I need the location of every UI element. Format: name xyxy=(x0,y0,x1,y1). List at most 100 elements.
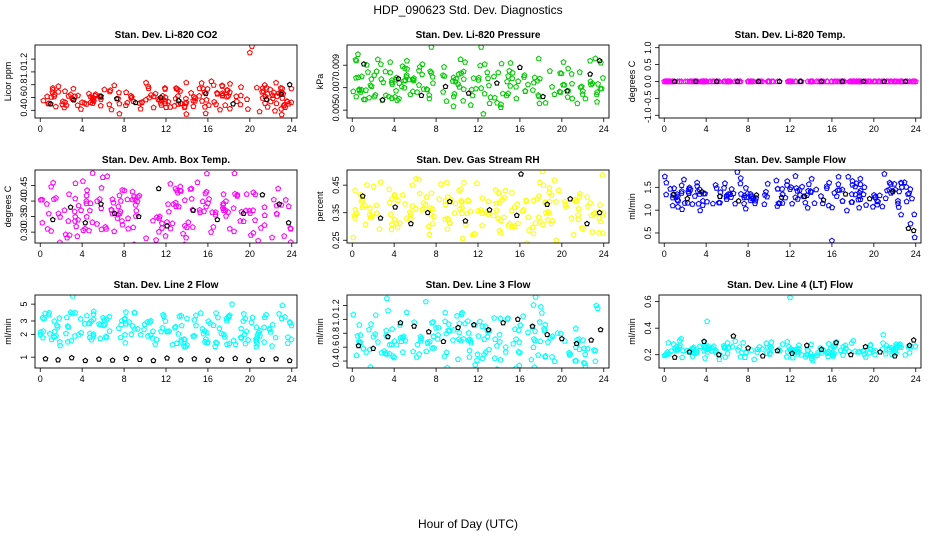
data-point-black xyxy=(177,356,184,363)
data-point-colored xyxy=(116,192,123,199)
data-point-black xyxy=(516,64,523,70)
data-point-colored xyxy=(253,324,260,330)
data-point-colored xyxy=(256,327,263,334)
data-point-colored xyxy=(353,74,360,81)
data-point-colored xyxy=(496,227,503,234)
data-point-colored xyxy=(444,193,451,200)
data-point-colored xyxy=(75,202,82,209)
x-tick-label: 0 xyxy=(350,249,355,259)
data-point-colored xyxy=(353,93,360,100)
data-point-colored xyxy=(513,365,520,368)
data-point-colored xyxy=(457,337,464,344)
data-point-colored xyxy=(223,86,230,93)
data-point-colored xyxy=(446,219,453,226)
panel-frame xyxy=(658,294,922,369)
data-point-colored xyxy=(513,83,520,90)
data-point-colored xyxy=(898,211,905,218)
x-tick-label: 12 xyxy=(785,124,795,134)
x-tick-label: 0 xyxy=(38,124,43,134)
data-point-colored xyxy=(393,87,400,94)
data-point-colored xyxy=(167,180,174,187)
data-point-colored xyxy=(354,332,361,339)
data-point-colored xyxy=(737,180,744,187)
data-point-colored xyxy=(669,78,676,85)
data-point-colored xyxy=(418,335,425,341)
data-point-colored xyxy=(754,346,761,352)
data-point-colored xyxy=(444,215,451,222)
data-point-black xyxy=(820,197,827,203)
data-point-colored xyxy=(253,343,260,350)
data-point-colored xyxy=(203,203,210,210)
data-point-colored xyxy=(584,345,591,352)
data-point-black xyxy=(67,204,74,210)
data-point-colored xyxy=(510,340,517,347)
data-point-colored xyxy=(101,316,108,323)
data-point-colored xyxy=(368,320,375,327)
data-point-colored xyxy=(460,75,467,82)
y-tick-label: 5 xyxy=(19,302,29,307)
data-point-black xyxy=(164,355,170,361)
data-point-colored xyxy=(388,76,396,83)
data-point-colored xyxy=(774,185,781,192)
data-point-colored xyxy=(39,334,46,341)
data-point-colored xyxy=(52,332,59,339)
data-point-colored xyxy=(485,82,492,89)
data-point-black xyxy=(82,357,89,364)
data-point-colored xyxy=(388,221,395,227)
data-point-colored xyxy=(391,191,398,198)
data-point-colored xyxy=(723,192,730,199)
data-point-colored xyxy=(269,234,276,241)
data-point-colored xyxy=(787,186,794,192)
data-point-colored xyxy=(792,172,799,179)
data-point-colored xyxy=(895,341,902,348)
panel-y-axis-label: degrees C xyxy=(627,60,637,102)
data-point-colored xyxy=(415,81,423,88)
data-point-colored xyxy=(108,206,115,213)
data-point-colored xyxy=(458,198,465,205)
data-point-colored xyxy=(223,212,230,219)
panel-y-axis-label: ml/min xyxy=(627,193,637,220)
data-point-colored xyxy=(515,78,522,84)
data-point-colored xyxy=(839,197,846,204)
data-point-black xyxy=(135,213,142,220)
x-tick-label: 12 xyxy=(785,249,795,259)
data-point-colored xyxy=(880,339,887,346)
data-point-colored xyxy=(491,314,498,321)
x-tick-label: 12 xyxy=(473,249,483,259)
data-point-colored xyxy=(467,337,474,344)
data-point-colored xyxy=(538,309,545,316)
data-point-colored xyxy=(834,187,841,193)
data-point-colored xyxy=(247,231,254,238)
data-point-colored xyxy=(271,107,279,114)
data-point-colored xyxy=(246,207,253,214)
x-tick-label: 16 xyxy=(515,374,525,384)
data-point-colored xyxy=(54,323,61,330)
data-point-colored xyxy=(74,233,81,239)
data-point-colored xyxy=(452,78,459,85)
data-point-colored xyxy=(831,189,838,196)
data-point-colored xyxy=(441,63,448,70)
data-point-colored xyxy=(678,187,685,194)
data-point-black xyxy=(263,96,270,102)
data-point-colored xyxy=(528,356,535,363)
data-point-colored xyxy=(98,184,105,191)
data-point-colored xyxy=(743,194,750,200)
data-point-colored xyxy=(403,71,410,78)
data-point-black xyxy=(55,356,61,363)
data-point-colored xyxy=(663,179,670,186)
data-point-colored xyxy=(445,320,452,327)
data-point-colored xyxy=(392,76,399,83)
data-point-black xyxy=(745,345,752,351)
data-point-colored xyxy=(255,237,262,243)
data-point-colored xyxy=(99,174,106,180)
data-point-colored xyxy=(396,220,403,226)
data-point-colored xyxy=(211,98,218,105)
data-point-colored xyxy=(389,325,396,332)
data-point-colored xyxy=(587,78,594,85)
data-point-colored xyxy=(598,85,605,92)
data-point-colored xyxy=(856,189,863,196)
data-point-colored xyxy=(904,78,911,85)
data-point-colored xyxy=(460,335,467,342)
data-point-colored xyxy=(473,180,480,186)
data-point-colored xyxy=(398,338,405,344)
